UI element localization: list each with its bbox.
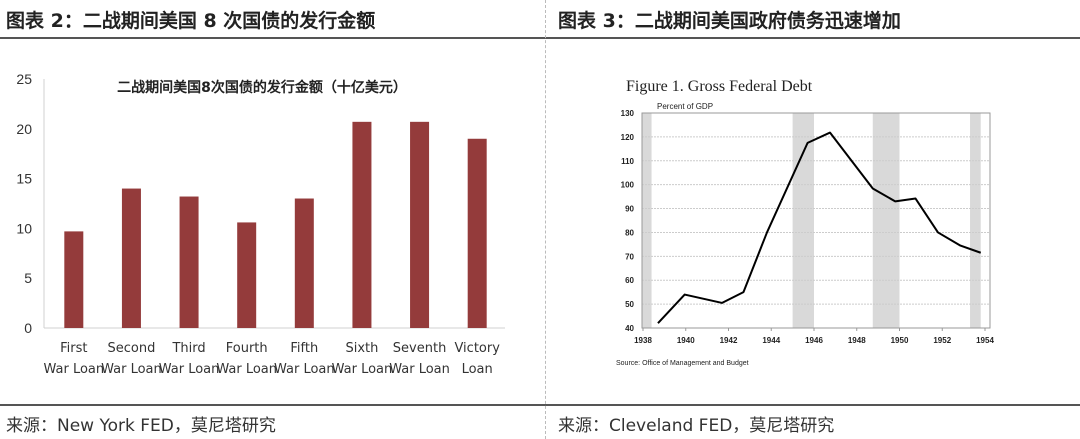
x-tick-label: Sixth — [345, 341, 378, 356]
x-tick-label: Fifth — [290, 341, 318, 356]
recession-shade — [642, 113, 652, 328]
x-tick-label: Seventh — [393, 341, 447, 356]
left-source: 来源：New York FED，莫尼塔研究 — [6, 416, 276, 436]
line-chart: Figure 1. Gross Federal Debt Percent of G… — [616, 78, 994, 367]
y-tick-label: 70 — [625, 252, 634, 261]
x-tick-label: Third — [171, 341, 205, 356]
plot-frame — [641, 112, 991, 329]
header-divider — [0, 37, 1080, 39]
x-tick-label: War Loan — [332, 362, 393, 377]
y-tick-label: 100 — [621, 181, 635, 190]
footer-divider — [0, 404, 1080, 406]
x-tick-label: 1940 — [677, 336, 695, 345]
x-tick-label: Second — [108, 341, 156, 356]
y-tick-label: 10 — [16, 220, 32, 236]
x-tick-label: 1954 — [976, 336, 994, 345]
x-tick-label: War Loan — [43, 362, 104, 377]
y-tick-label: 20 — [16, 121, 32, 137]
y-tick-label: 80 — [625, 228, 634, 237]
y-axis-label: Percent of GDP — [657, 102, 713, 111]
y-tick-label: 5 — [24, 270, 32, 286]
x-tick-label: 1948 — [848, 336, 866, 345]
recession-shade — [970, 113, 981, 328]
left-heading: 图表 2：二战期间美国 8 次国债的发行金额 — [6, 10, 376, 32]
y-tick-label: 50 — [625, 300, 634, 309]
x-tick-label: 1946 — [805, 336, 823, 345]
x-tick-label: War Loan — [274, 362, 335, 377]
chart-source: Source: Office of Management and Budget — [616, 360, 749, 367]
y-tick-label: 110 — [621, 157, 634, 166]
y-tick-label: 130 — [621, 109, 635, 118]
x-tick-label: War Loan — [159, 362, 220, 377]
right-heading: 图表 3：二战期间美国政府债务迅速增加 — [558, 10, 901, 32]
recession-shade — [872, 113, 900, 328]
y-tick-label: 15 — [16, 171, 32, 187]
chart-title: 二战期间美国8次国债的发行金额（十亿美元） — [117, 79, 407, 96]
x-tick-label: First — [60, 341, 87, 356]
bar — [64, 231, 84, 328]
y-tick-label: 40 — [625, 324, 634, 333]
recession-shade — [792, 113, 814, 328]
y-tick-label: 60 — [625, 276, 634, 285]
x-tick-label: Fourth — [226, 341, 268, 356]
x-tick-label: 1938 — [634, 336, 652, 345]
x-tick-label: War Loan — [101, 362, 162, 377]
panel-divider — [545, 0, 546, 439]
bar — [179, 196, 199, 328]
x-tick-label: 1942 — [720, 336, 738, 345]
bar — [121, 188, 141, 328]
bar — [237, 222, 257, 328]
x-tick-label: 1952 — [933, 336, 951, 345]
bar — [294, 198, 314, 328]
x-tick-label: 1950 — [891, 336, 909, 345]
y-tick-label: 0 — [24, 320, 32, 336]
chart-title: Figure 1. Gross Federal Debt — [626, 78, 813, 95]
y-tick-label: 90 — [625, 205, 634, 214]
y-tick-label: 120 — [621, 133, 635, 142]
x-tick-label: War Loan — [389, 362, 450, 377]
bar — [352, 121, 372, 328]
x-tick-label: 1944 — [762, 336, 780, 345]
y-tick-label: 25 — [16, 71, 32, 87]
bar — [467, 138, 487, 328]
right-source: 来源：Cleveland FED，莫尼塔研究 — [558, 416, 835, 436]
bar-chart: 0 5 10 15 20 25 二战期间美国8次国债的发行金额（十亿美元） First War … — [16, 71, 505, 377]
bar — [410, 121, 430, 328]
x-tick-label: War Loan — [216, 362, 277, 377]
x-tick-label: Loan — [462, 362, 493, 377]
x-tick-label: Victory — [454, 341, 500, 356]
